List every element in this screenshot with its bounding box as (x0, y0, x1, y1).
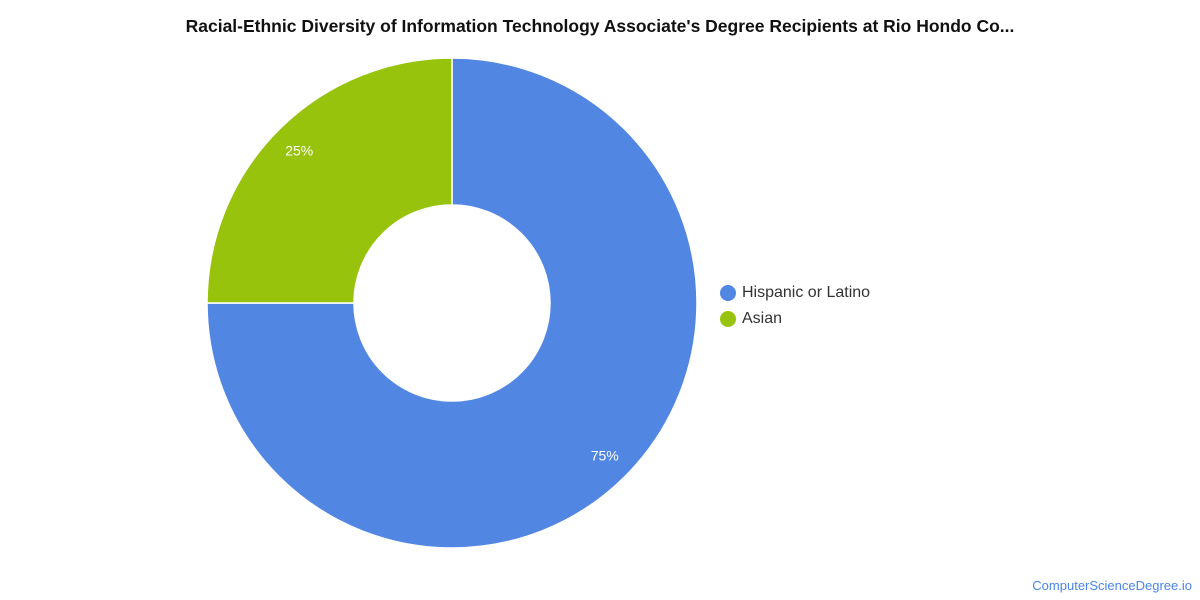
chart-title: Racial-Ethnic Diversity of Information T… (185, 16, 1015, 36)
legend-item-hispanic-or-latino[interactable]: Hispanic or Latino (720, 280, 870, 306)
slice-asian[interactable] (206, 57, 453, 304)
legend-marker (720, 311, 736, 327)
legend-label: Asian (742, 310, 783, 327)
legend-marker (720, 285, 736, 301)
source-footer[interactable]: ComputerScienceDegree.io (1032, 578, 1192, 593)
slice-hispanic-or-latino[interactable] (206, 57, 698, 549)
slice-label-hispanic-or-latino: 75% (591, 448, 619, 464)
chart-legend: Hispanic or Latino Asian (720, 280, 870, 332)
legend-item-asian[interactable]: Asian (720, 306, 870, 332)
legend-label: Hispanic or Latino (742, 284, 871, 301)
slice-label-asian: 25% (285, 142, 313, 158)
